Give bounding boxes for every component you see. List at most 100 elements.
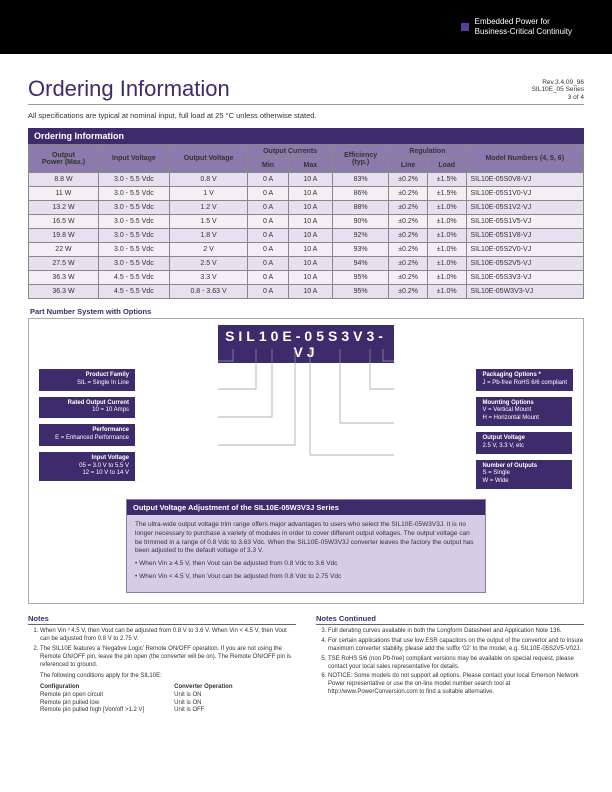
table-cell: 90% [332,215,388,229]
table-cell: SIL10E-05S1V0-VJ [466,187,584,201]
table-cell: 0.8 V [169,173,248,187]
note-item: For certain applications that use low ES… [328,638,584,654]
table-cell: 92% [332,229,388,243]
table-row: 19.8 W3.0 - 5.5 Vdc1.8 V0 A10 A92%±0.2%±… [29,229,584,243]
table-cell: 10 A [288,201,332,215]
th-vout: Output Voltage [169,145,248,173]
table-cell: 0 A [248,257,288,271]
table-cell: ±0.2% [389,201,428,215]
conf-h: Configuration [40,684,79,690]
header-band: Embedded Power forBusiness-Critical Cont… [0,0,612,54]
table-cell: ±0.2% [389,229,428,243]
th-regg: Regulation [389,145,466,159]
adj-b2: • When Vin < 4.5 V, then Vout can be adj… [135,573,477,582]
table-title: Ordering Information [28,128,584,144]
table-cell: 3.0 - 5.5 Vdc [98,173,169,187]
table-cell: 13.2 W [29,201,99,215]
page-title: Ordering Information [28,76,230,102]
table-cell: SIL10E-05S1V2-VJ [466,201,584,215]
table-cell: 3.0 - 5.5 Vdc [98,243,169,257]
table-cell: 1 V [169,187,248,201]
table-row: 13.2 W3.0 - 5.5 Vdc1.2 V0 A10 A88%±0.2%±… [29,201,584,215]
note-item: The SIL10E features a ‘Negative Logic’ R… [40,646,296,669]
table-cell: ±0.2% [389,257,428,271]
table-cell: 3.0 - 5.5 Vdc [98,187,169,201]
th-power: OutputPower (Max.) [29,145,99,173]
table-cell: 95% [332,271,388,285]
table-cell: 10 A [288,271,332,285]
table-cell: 4.5 - 5.5 Vdc [98,285,169,299]
table-cell: SIL10E-05S1V8-VJ [466,229,584,243]
table-cell: ±0.2% [389,285,428,299]
table-cell: 95% [332,285,388,299]
th-min: Min [248,159,288,173]
th-model: Model Numbers (4, 5, 6) [466,145,584,173]
adj-box: Output Voltage Adjustment of the SIL10E-… [126,499,486,593]
table-cell: 93% [332,243,388,257]
table-cell: 2.5 V [169,257,248,271]
table-cell: ±1.5% [427,187,466,201]
table-row: 27.5 W3.0 - 5.5 Vdc2.5 V0 A10 A94%±0.2%±… [29,257,584,271]
table-cell: 10 A [288,229,332,243]
table-cell: ±1.0% [427,257,466,271]
rev-info: Rev.3.4.09_96 SIL10E_05 Series 3 of 4 [532,79,584,102]
th-ioutg: Output Currents [248,145,333,159]
th-max: Max [288,159,332,173]
th-line: Line [389,159,428,173]
table-row: 11 W3.0 - 5.5 Vdc1 V0 A10 A86%±0.2%±1.5%… [29,187,584,201]
table-cell: 19.8 W [29,229,99,243]
table-cell: ±1.0% [427,271,466,285]
table-cell: 1.2 V [169,201,248,215]
table-cell: 0 A [248,173,288,187]
table-cell: SIL10E-05S3V3-VJ [466,271,584,285]
partnum-label: Part Number System with Options [28,307,584,316]
table-cell: ±1.0% [427,215,466,229]
table-cell: ±0.2% [389,215,428,229]
table-cell: 10 A [288,243,332,257]
table-cell: 0 A [248,215,288,229]
table-cell: 3.3 V [169,271,248,285]
table-cell: ±0.2% [389,243,428,257]
table-cell: 3.0 - 5.5 Vdc [98,257,169,271]
rev-line1: Rev.3.4.09_96 [532,79,584,87]
table-cell: 27.5 W [29,257,99,271]
legend-box: Rated Output Current10 = 10 Amps [39,397,135,419]
table-cell: ±1.5% [427,173,466,187]
table-cell: 86% [332,187,388,201]
op-h: Converter Operation [174,684,232,690]
table-cell: 88% [332,201,388,215]
th-vin: Input Voltage [98,145,169,173]
table-cell: 1.8 V [169,229,248,243]
table-cell: 10 A [288,173,332,187]
legend-box: Product FamilySIL = Single In Line [39,369,135,391]
table-cell: 8.8 W [29,173,99,187]
table-cell: 10 A [288,215,332,229]
table-cell: ±0.2% [389,173,428,187]
table-cell: 0 A [248,243,288,257]
legend-box: Mounting OptionsV = Vertical MountH = Ho… [476,397,572,426]
rev-line3: 3 of 4 [532,94,584,102]
table-cell: 0 A [248,187,288,201]
table-row: 22 W3.0 - 5.5 Vdc2 V0 A10 A93%±0.2%±1.0%… [29,243,584,257]
table-cell: ±1.0% [427,201,466,215]
table-cell: ±0.2% [389,187,428,201]
note-item: TSE RoHS 5/6 (non Pb-free) compliant ver… [328,656,584,672]
table-cell: 94% [332,257,388,271]
table-row: 8.8 W3.0 - 5.5 Vdc0.8 V0 A10 A83%±0.2%±1… [29,173,584,187]
cond-h: The following conditions apply for the S… [40,673,296,681]
table-cell: ±1.0% [427,243,466,257]
rev-line2: SIL10E_05 Series [532,86,584,94]
header-tag: Embedded Power forBusiness-Critical Cont… [461,17,572,38]
table-cell: 16.5 W [29,215,99,229]
table-cell: 36.3 W [29,285,99,299]
note-item: When Vin ³ 4.5 V, then Vout can be adjus… [40,628,296,644]
partnum-code: SIL10E-05S3V3-VJ [218,325,394,363]
th-load: Load [427,159,466,173]
table-cell: SIL10E-05W3V3-VJ [466,285,584,299]
adj-b1: • When Vin ≥ 4.5 V, then Vout can be adj… [135,560,477,569]
table-cell: SIL10E-05S2V5-VJ [466,257,584,271]
notes: Notes When Vin ³ 4.5 V, then Vout can be… [28,614,584,716]
legend-box: Number of OutputsS = SingleW = Wide [476,460,572,489]
table-cell: SIL10E-05S1V5-VJ [466,215,584,229]
table-cell: 1.5 V [169,215,248,229]
